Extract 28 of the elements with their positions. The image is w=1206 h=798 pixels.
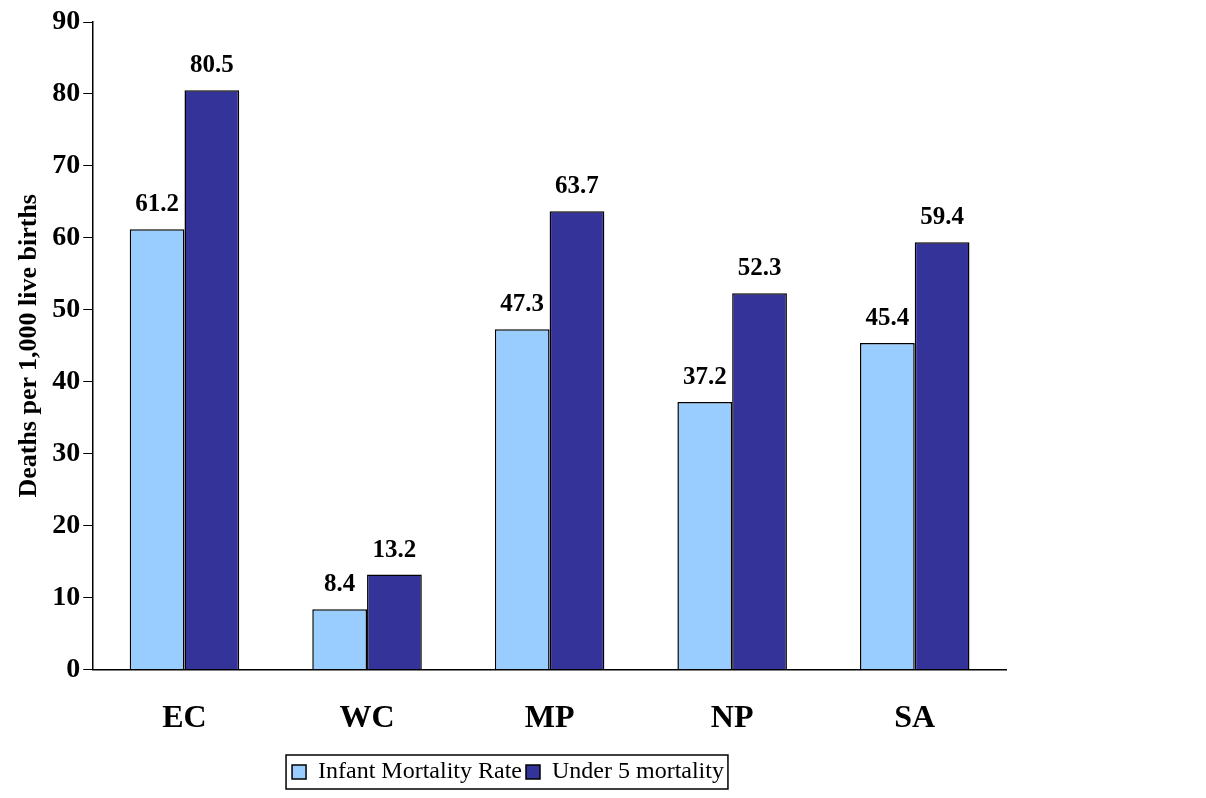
data-label: 61.2 <box>135 189 179 217</box>
legend-label: Infant Mortality Rate <box>318 757 522 784</box>
data-label: 45.4 <box>865 302 910 330</box>
y-tick-label: 80 <box>52 76 81 108</box>
y-tick-label: 50 <box>52 292 81 324</box>
y-tick-label: 90 <box>52 4 81 36</box>
x-tick-label: WC <box>339 698 395 735</box>
x-tick-label: MP <box>524 698 575 735</box>
y-tick-label: 40 <box>52 364 81 396</box>
data-label: 59.4 <box>920 202 965 230</box>
y-tick-label: 0 <box>66 651 81 683</box>
data-label: 52.3 <box>737 253 782 281</box>
y-tick-label: 70 <box>52 148 81 180</box>
y-axis-title: Deaths per 1,000 live births <box>13 194 43 498</box>
data-label: 8.4 <box>324 569 356 597</box>
data-label: 37.2 <box>682 361 727 389</box>
data-label: 13.2 <box>372 534 417 562</box>
y-tick-label: 20 <box>52 507 81 539</box>
y-tick-label: 30 <box>52 435 81 467</box>
x-tick-label: NP <box>710 698 754 735</box>
data-label: 63.7 <box>555 171 599 199</box>
data-label: 80.5 <box>189 50 234 78</box>
data-label: 47.3 <box>500 289 545 317</box>
legend-label: Under 5 mortality <box>551 757 724 784</box>
y-tick-label: 10 <box>52 579 81 611</box>
x-tick-label: SA <box>894 698 936 735</box>
x-tick-label: EC <box>162 698 207 735</box>
y-tick-label: 60 <box>52 220 81 252</box>
